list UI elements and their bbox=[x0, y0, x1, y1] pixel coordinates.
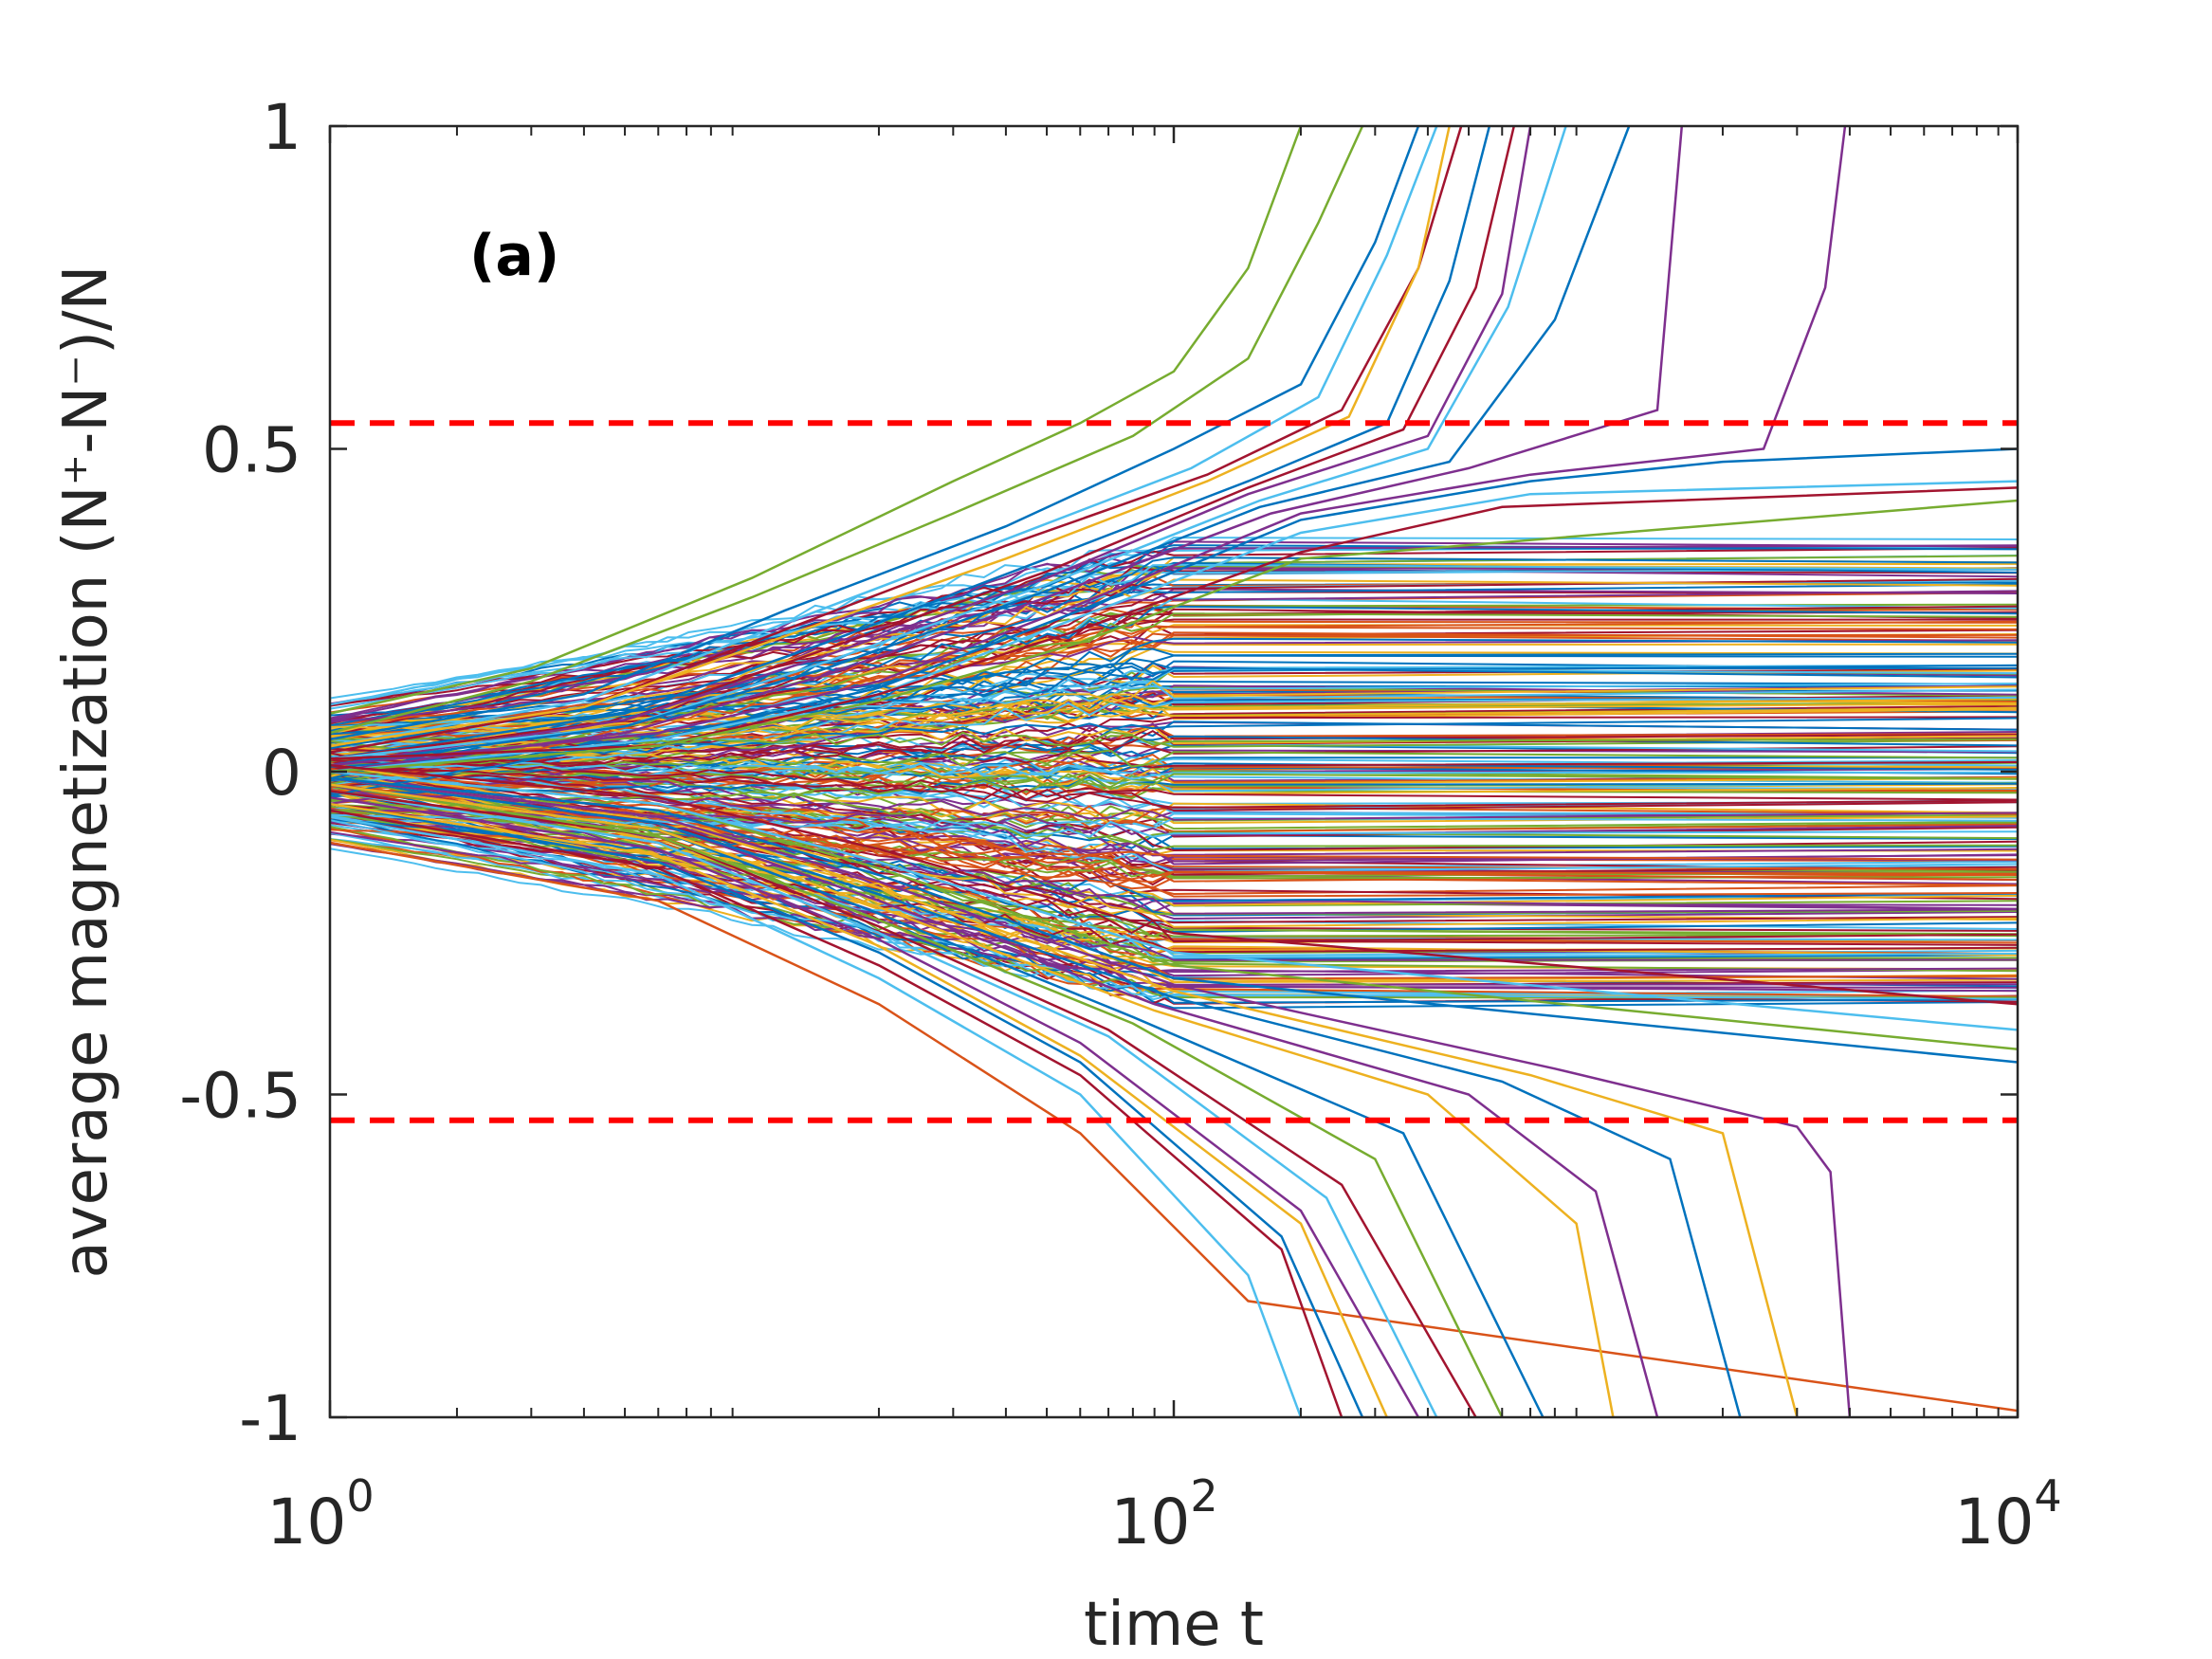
series-line bbox=[330, 126, 1451, 748]
series-line bbox=[330, 795, 1420, 1417]
plateau-trajectory bbox=[330, 818, 2018, 902]
plateau-trajectory bbox=[330, 588, 2018, 722]
series-line bbox=[330, 802, 1388, 1417]
series-line bbox=[330, 126, 1684, 774]
y-axis-label: average magnetization (N⁺-N⁻)/N bbox=[51, 265, 121, 1279]
plateau-trajectory bbox=[330, 762, 2018, 780]
x-axis-label: time t bbox=[1084, 1590, 1264, 1659]
series-line bbox=[330, 783, 1504, 1417]
series-line bbox=[330, 126, 1847, 767]
series-line bbox=[330, 776, 1742, 1417]
panel-label: (a) bbox=[469, 223, 559, 289]
y-tick-label: 0 bbox=[262, 737, 302, 810]
series-line bbox=[330, 776, 2018, 1064]
y-tick-label: -1 bbox=[239, 1382, 302, 1455]
series-line bbox=[330, 126, 1420, 741]
plateau-trajectory bbox=[330, 769, 2018, 952]
plateau-trajectory bbox=[330, 579, 2018, 761]
plateau-trajectory bbox=[330, 544, 2018, 721]
series-line bbox=[330, 126, 1532, 767]
plateau-trajectory bbox=[330, 725, 2018, 769]
plateau-trajectory bbox=[330, 716, 2018, 788]
plateau-trajectory bbox=[330, 848, 2018, 998]
series-line bbox=[330, 802, 1364, 1417]
axis-ticks: 1 0.5 0 -0.5 -1 100 102 104 bbox=[179, 91, 2061, 1559]
trajectory-series bbox=[330, 126, 2018, 1417]
series-line bbox=[330, 841, 2018, 1413]
x-tick-label: 104 bbox=[1954, 1470, 2061, 1559]
series-line bbox=[330, 790, 1438, 1417]
plateau-trajectory bbox=[330, 766, 2018, 801]
series-line bbox=[330, 126, 1438, 748]
plateau-trajectory bbox=[330, 815, 2018, 1004]
series-line bbox=[330, 763, 2018, 1006]
x-tick-label: 102 bbox=[1110, 1470, 1217, 1559]
series-line bbox=[330, 126, 1364, 735]
series-line bbox=[330, 126, 1303, 715]
series-line bbox=[330, 499, 2018, 774]
series-line bbox=[330, 776, 1852, 1417]
plateau-trajectory bbox=[330, 757, 2018, 809]
series-line bbox=[330, 126, 1631, 767]
series-line bbox=[330, 126, 1491, 760]
plateau-trajectory bbox=[330, 809, 2018, 837]
x-tick-label: 100 bbox=[266, 1470, 374, 1559]
y-tick-label: 1 bbox=[262, 91, 302, 164]
series-line bbox=[330, 815, 1303, 1417]
plateau-trajectory bbox=[330, 813, 2018, 838]
series-line bbox=[330, 783, 1615, 1417]
y-tick-label: 0.5 bbox=[202, 414, 302, 487]
plateau-trajectory bbox=[330, 811, 2018, 1005]
plateau-trajectory bbox=[330, 762, 2018, 928]
series-line bbox=[330, 480, 2018, 774]
threshold-lines bbox=[330, 420, 2018, 1123]
series-line bbox=[330, 770, 2018, 1031]
plateau-trajectory bbox=[330, 612, 2018, 786]
y-tick-label: -0.5 bbox=[179, 1060, 302, 1133]
plateau-trajectory bbox=[330, 764, 2018, 879]
plateau-trajectory bbox=[330, 831, 2018, 998]
series-line bbox=[330, 809, 1344, 1417]
